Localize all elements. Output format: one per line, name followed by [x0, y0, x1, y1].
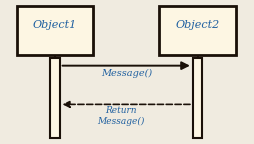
FancyBboxPatch shape	[192, 58, 202, 138]
Text: Return
Message(): Return Message()	[97, 106, 144, 126]
FancyBboxPatch shape	[17, 6, 93, 55]
Text: Object2: Object2	[175, 20, 219, 30]
FancyBboxPatch shape	[161, 7, 237, 56]
FancyBboxPatch shape	[50, 58, 59, 138]
FancyBboxPatch shape	[19, 7, 95, 56]
FancyBboxPatch shape	[159, 6, 235, 55]
Text: Message(): Message()	[100, 69, 151, 78]
Text: Object1: Object1	[33, 20, 77, 30]
